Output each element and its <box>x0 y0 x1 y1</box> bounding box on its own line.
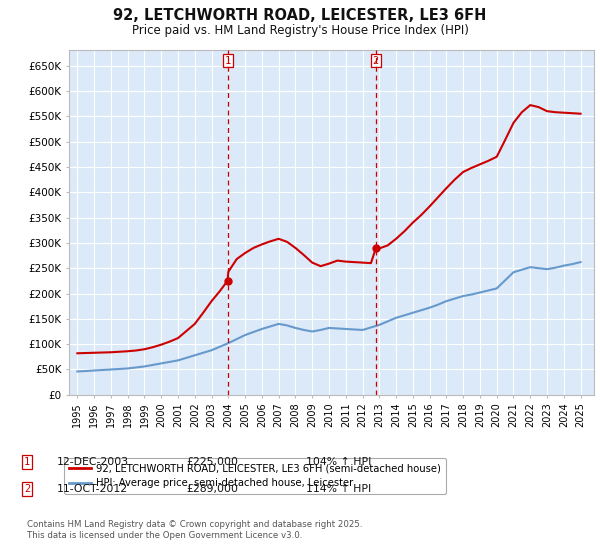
Legend: 92, LETCHWORTH ROAD, LEICESTER, LE3 6FH (semi-detached house), HPI: Average pric: 92, LETCHWORTH ROAD, LEICESTER, LE3 6FH … <box>64 458 446 494</box>
Text: 1: 1 <box>24 457 30 467</box>
Text: £289,000: £289,000 <box>186 484 238 494</box>
Text: 12-DEC-2003: 12-DEC-2003 <box>57 457 129 467</box>
Text: 1: 1 <box>224 55 230 66</box>
Text: Price paid vs. HM Land Registry's House Price Index (HPI): Price paid vs. HM Land Registry's House … <box>131 24 469 36</box>
Text: 104% ↑ HPI: 104% ↑ HPI <box>306 457 371 467</box>
Text: 11-OCT-2012: 11-OCT-2012 <box>57 484 128 494</box>
Text: 2: 2 <box>373 55 379 66</box>
Text: 2: 2 <box>24 484 30 494</box>
Text: 114% ↑ HPI: 114% ↑ HPI <box>306 484 371 494</box>
Text: £225,000: £225,000 <box>186 457 238 467</box>
Text: 92, LETCHWORTH ROAD, LEICESTER, LE3 6FH: 92, LETCHWORTH ROAD, LEICESTER, LE3 6FH <box>113 8 487 24</box>
Text: Contains HM Land Registry data © Crown copyright and database right 2025.
This d: Contains HM Land Registry data © Crown c… <box>27 520 362 540</box>
